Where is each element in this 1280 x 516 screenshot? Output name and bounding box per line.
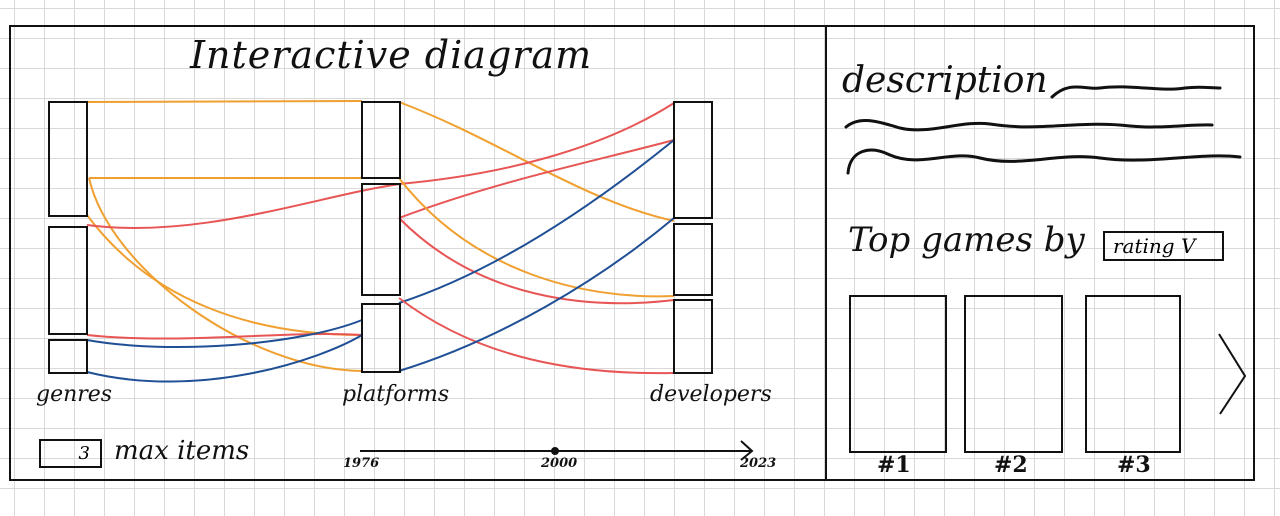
game-card-1[interactable] bbox=[849, 295, 947, 453]
genre-node-2[interactable] bbox=[48, 226, 88, 335]
game-rank-2: #2 bbox=[994, 452, 1028, 478]
link-red[interactable] bbox=[86, 332, 363, 340]
link-orange[interactable] bbox=[398, 177, 675, 298]
column-label-genres: genres bbox=[36, 382, 113, 407]
main-frame bbox=[9, 25, 1255, 481]
chevron-right-icon[interactable] bbox=[1218, 333, 1247, 415]
timeline-handle[interactable] bbox=[551, 447, 559, 455]
column-label-platforms: platforms bbox=[342, 382, 450, 407]
genre-node-3[interactable] bbox=[48, 339, 88, 374]
timeline-start-label: 1976 bbox=[343, 456, 380, 471]
link-red[interactable] bbox=[398, 102, 675, 185]
link-orange[interactable] bbox=[88, 177, 363, 372]
sort-by-dropdown[interactable]: rating V bbox=[1103, 231, 1224, 261]
link-blue[interactable] bbox=[86, 319, 363, 349]
game-card-3[interactable] bbox=[1085, 295, 1181, 453]
timeline-arrow-icon bbox=[740, 440, 754, 461]
panel-divider bbox=[825, 25, 827, 481]
game-card-2[interactable] bbox=[964, 295, 1063, 453]
genre-node-1[interactable] bbox=[48, 101, 88, 217]
top-games-label: Top games by bbox=[848, 220, 1085, 260]
developer-node-1[interactable] bbox=[673, 101, 713, 219]
diagram-title: Interactive diagram bbox=[190, 33, 593, 77]
link-blue[interactable] bbox=[398, 217, 675, 372]
timeline-mid-label: 2000 bbox=[541, 456, 578, 471]
max-items-input[interactable]: 3 bbox=[39, 439, 102, 468]
link-red[interactable] bbox=[398, 217, 675, 305]
column-label-developers: developers bbox=[650, 382, 772, 407]
platform-node-3[interactable] bbox=[361, 303, 401, 373]
description-label: description bbox=[842, 60, 1048, 101]
developer-node-3[interactable] bbox=[673, 299, 713, 374]
game-rank-3: #3 bbox=[1117, 452, 1151, 478]
platform-node-2[interactable] bbox=[361, 183, 401, 296]
link-red[interactable] bbox=[398, 297, 675, 375]
link-red[interactable] bbox=[398, 139, 675, 219]
developer-node-2[interactable] bbox=[673, 223, 713, 296]
link-blue[interactable] bbox=[86, 334, 363, 383]
max-items-label: max items bbox=[114, 436, 250, 466]
platform-node-1[interactable] bbox=[361, 101, 401, 179]
timeline-end-label: 2023 bbox=[740, 456, 777, 471]
game-rank-1: #1 bbox=[877, 452, 911, 478]
link-orange[interactable] bbox=[398, 101, 675, 222]
link-red[interactable] bbox=[86, 183, 401, 229]
link-blue[interactable] bbox=[398, 139, 675, 304]
link-orange[interactable] bbox=[86, 100, 363, 103]
